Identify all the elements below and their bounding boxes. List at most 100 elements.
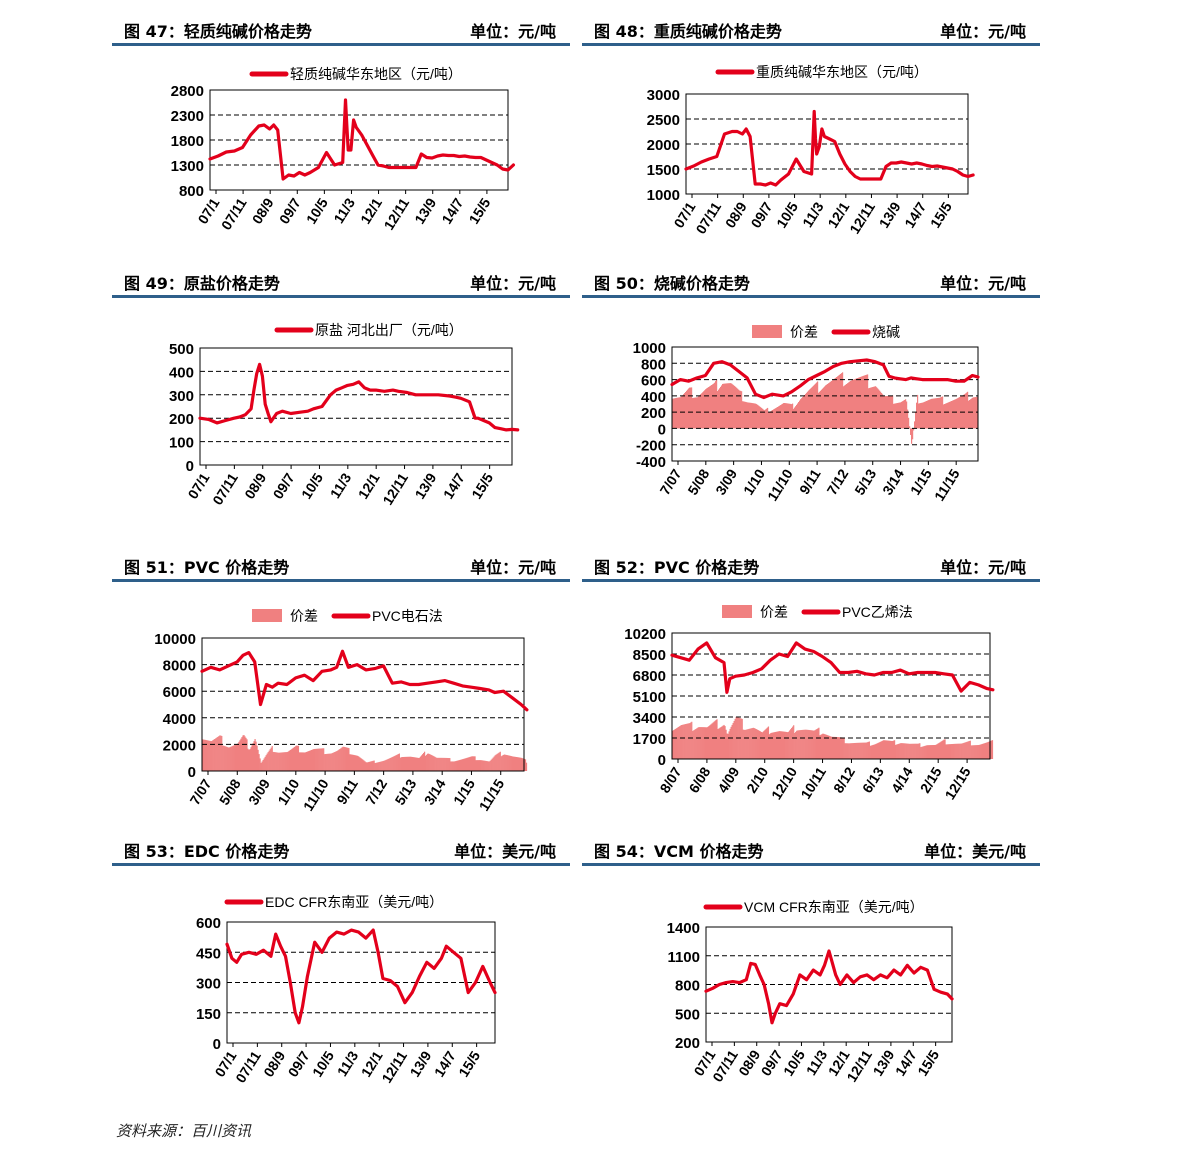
spread-bar	[704, 390, 706, 429]
spread-bar	[705, 389, 707, 429]
spread-bar	[222, 745, 224, 771]
spread-bar	[824, 386, 826, 429]
spread-bar	[716, 379, 718, 429]
spread-bar	[294, 746, 297, 771]
spread-bar	[877, 388, 879, 429]
spread-bar	[816, 728, 818, 759]
spread-bar	[360, 758, 362, 771]
spread-bar	[702, 727, 704, 759]
spread-bar	[921, 746, 923, 759]
series-line	[704, 949, 954, 1025]
spread-bar	[783, 731, 785, 759]
spread-bar	[447, 757, 449, 771]
spread-bar	[971, 745, 973, 759]
spread-bar	[967, 391, 969, 429]
spread-bar	[805, 729, 807, 759]
spread-bar	[262, 759, 264, 771]
spread-bar	[763, 409, 765, 429]
spread-bar	[852, 743, 854, 759]
spread-bar	[950, 401, 952, 429]
spread-bar	[845, 384, 847, 429]
spread-bar	[456, 760, 458, 771]
spread-bar	[882, 394, 884, 429]
spread-bar	[855, 378, 857, 429]
spread-bar	[431, 755, 433, 771]
spread-bar	[215, 738, 217, 771]
spread-bar	[974, 745, 976, 759]
spread-bar	[926, 400, 928, 429]
spread-bar	[750, 728, 752, 759]
spread-bar	[907, 743, 909, 759]
y-tick-label: 10000	[154, 631, 196, 648]
spread-bar	[874, 744, 877, 759]
spread-bar	[345, 747, 347, 771]
spread-bar	[873, 744, 876, 759]
spread-bar	[788, 403, 790, 429]
x-tick-label: 3/09	[245, 776, 273, 808]
spread-bar	[203, 739, 205, 771]
spread-bar	[313, 749, 315, 771]
spread-bar	[353, 754, 355, 771]
spread-bar	[958, 397, 960, 429]
spread-bar	[381, 761, 383, 771]
spread-bar	[715, 381, 717, 429]
spread-bar	[454, 761, 456, 771]
spread-bar	[887, 395, 889, 429]
x-tick-label: 09/7	[285, 1048, 313, 1080]
spread-bar	[932, 398, 934, 429]
spread-bar	[436, 757, 438, 771]
spread-bar	[482, 760, 484, 771]
spread-bar	[514, 756, 517, 771]
spread-bar	[714, 382, 716, 429]
x-tick-label: 15/5	[468, 470, 496, 502]
spread-bar	[363, 760, 365, 771]
spread-bar	[946, 744, 948, 759]
spread-bar	[738, 389, 740, 429]
spread-bar	[969, 399, 971, 429]
spread-bar	[376, 762, 378, 771]
spread-bar	[407, 756, 410, 771]
spread-bar	[717, 391, 719, 429]
spread-bar	[283, 752, 285, 771]
spread-bar	[329, 753, 331, 771]
spread-bar	[468, 757, 470, 771]
spread-bar	[798, 730, 800, 759]
spread-bar	[852, 380, 854, 429]
spread-bar	[696, 728, 698, 759]
spread-bar	[473, 756, 475, 771]
spread-bar	[672, 398, 674, 429]
spread-bar	[864, 742, 866, 759]
spread-bar	[284, 752, 286, 771]
spread-bar	[901, 743, 903, 759]
spread-bar	[725, 729, 727, 759]
x-tick-label: 9/11	[333, 776, 361, 807]
spread-bar	[972, 397, 974, 429]
spread-bar	[396, 754, 398, 771]
x-tick-label: 11/3	[799, 199, 827, 230]
spread-bar	[229, 747, 231, 771]
x-tick-label: 15/5	[914, 1047, 942, 1079]
spread-bar	[930, 745, 932, 759]
spread-bar	[442, 757, 444, 771]
spread-bar	[252, 743, 254, 771]
panel-header: 图 52：PVC 价格走势 单位：元/吨	[582, 536, 1040, 582]
spread-bar	[836, 377, 838, 429]
spread-bar	[388, 758, 390, 771]
header-rule	[112, 43, 570, 46]
spread-bar	[497, 753, 499, 771]
x-tick-label: 5/13	[851, 466, 879, 498]
spread-bar	[791, 727, 793, 759]
y-tick-label: 0	[186, 458, 194, 475]
spread-bar	[419, 756, 422, 771]
spread-bar	[439, 757, 441, 771]
x-tick-label: 1/10	[274, 776, 302, 808]
spread-bar	[973, 397, 975, 429]
spread-bar	[815, 729, 817, 759]
spread-bar	[369, 761, 371, 771]
x-tick-label: 6/13	[859, 764, 887, 796]
spread-bar	[301, 752, 304, 771]
y-tick-label: 3400	[633, 710, 666, 727]
spread-bar	[793, 725, 795, 759]
spread-bar	[827, 735, 829, 759]
spread-bar	[792, 726, 794, 759]
